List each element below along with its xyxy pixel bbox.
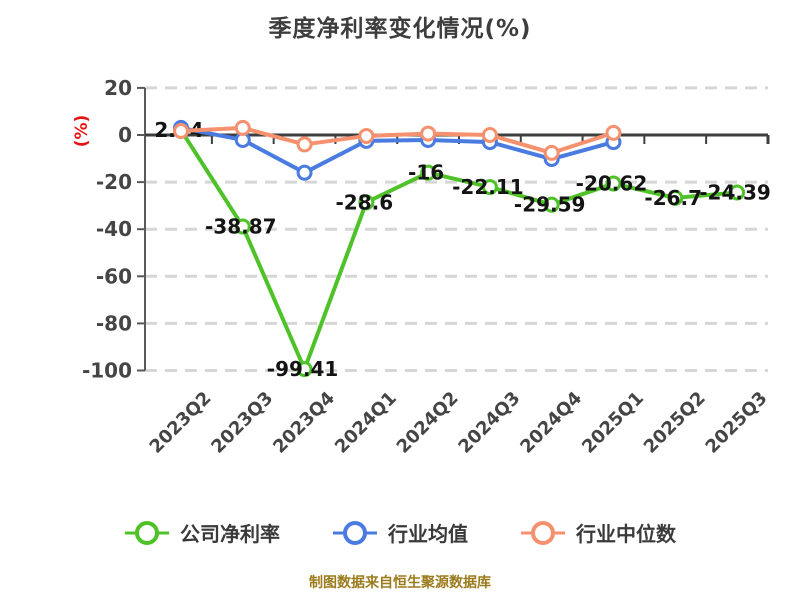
data-point-marker[interactable] bbox=[296, 164, 313, 181]
x-axis-label: 2025Q1 bbox=[578, 388, 648, 458]
x-axis-label: 2023Q2 bbox=[146, 388, 216, 458]
data-point-marker[interactable] bbox=[543, 144, 560, 161]
y-axis-label: -80 bbox=[96, 311, 132, 335]
x-axis-label: 2023Q3 bbox=[207, 388, 277, 458]
data-point-label: -99.41 bbox=[267, 357, 339, 381]
data-point-marker[interactable] bbox=[481, 179, 498, 196]
y-axis-label: -20 bbox=[96, 170, 132, 194]
y-axis-unit-label: (%) bbox=[72, 115, 92, 148]
data-point-marker[interactable] bbox=[667, 189, 684, 206]
data-point-marker[interactable] bbox=[420, 125, 437, 142]
y-axis-label: -60 bbox=[96, 264, 132, 288]
data-point-marker[interactable] bbox=[234, 119, 251, 136]
data-point-marker[interactable] bbox=[296, 361, 313, 378]
data-point-marker[interactable] bbox=[358, 127, 375, 144]
legend-item-industry-mean[interactable]: 行业均值 bbox=[332, 518, 468, 547]
legend-marker-icon bbox=[333, 520, 377, 545]
data-point-label: -22.11 bbox=[452, 175, 524, 199]
data-point-label: -20.62 bbox=[576, 172, 648, 196]
x-axis-label: 2023Q4 bbox=[269, 388, 339, 458]
data-point-marker[interactable] bbox=[605, 175, 622, 192]
data-point-label: -38.87 bbox=[205, 215, 277, 239]
data-point-marker[interactable] bbox=[543, 196, 560, 213]
legend-item-industry-median[interactable]: 行业中位数 bbox=[520, 518, 676, 547]
y-axis-label: 20 bbox=[104, 76, 132, 100]
x-axis-label: 2025Q2 bbox=[640, 388, 710, 458]
x-axis-label: 2024Q1 bbox=[331, 388, 401, 458]
data-point-label: -28.6 bbox=[336, 190, 394, 214]
x-axis-label: 2024Q3 bbox=[454, 388, 524, 458]
legend-marker-icon bbox=[521, 520, 565, 545]
x-axis-label: 2025Q3 bbox=[702, 388, 772, 458]
data-point-marker[interactable] bbox=[420, 164, 437, 181]
legend-item-company-net-margin[interactable]: 公司净利率 bbox=[124, 518, 280, 547]
y-axis-label: 0 bbox=[118, 123, 132, 147]
legend-marker-icon bbox=[125, 520, 169, 545]
data-point-marker[interactable] bbox=[173, 122, 189, 139]
legend-label: 行业均值 bbox=[388, 522, 468, 546]
data-point-marker[interactable] bbox=[234, 218, 251, 235]
y-axis-label: -40 bbox=[96, 217, 132, 241]
x-axis-label: 2024Q4 bbox=[516, 388, 586, 458]
data-point-marker[interactable] bbox=[605, 124, 622, 141]
y-axis-label: -100 bbox=[82, 359, 132, 383]
data-point-marker[interactable] bbox=[296, 136, 313, 153]
chart-title: 季度净利率变化情况(%) bbox=[268, 16, 532, 42]
data-point-marker[interactable] bbox=[481, 127, 498, 143]
data-point-marker[interactable] bbox=[358, 194, 375, 211]
legend: 公司净利率 行业均值 行业中位数 bbox=[0, 518, 800, 547]
data-source-caption: 制图数据来自恒生聚源数据库 bbox=[309, 575, 491, 591]
series-line-2 bbox=[179, 125, 616, 155]
data-point-marker[interactable] bbox=[729, 184, 746, 201]
data-point-label: -24.39 bbox=[699, 180, 771, 204]
legend-label: 公司净利率 bbox=[180, 522, 280, 546]
data-point-label: -26.7 bbox=[644, 186, 702, 210]
x-axis-label: 2024Q2 bbox=[393, 388, 463, 458]
series-line-0 bbox=[179, 128, 740, 372]
series-line-1 bbox=[179, 125, 616, 175]
legend-label: 行业中位数 bbox=[576, 522, 676, 546]
data-point-label: -16 bbox=[408, 161, 444, 185]
data-point-label: -29.59 bbox=[514, 193, 586, 217]
